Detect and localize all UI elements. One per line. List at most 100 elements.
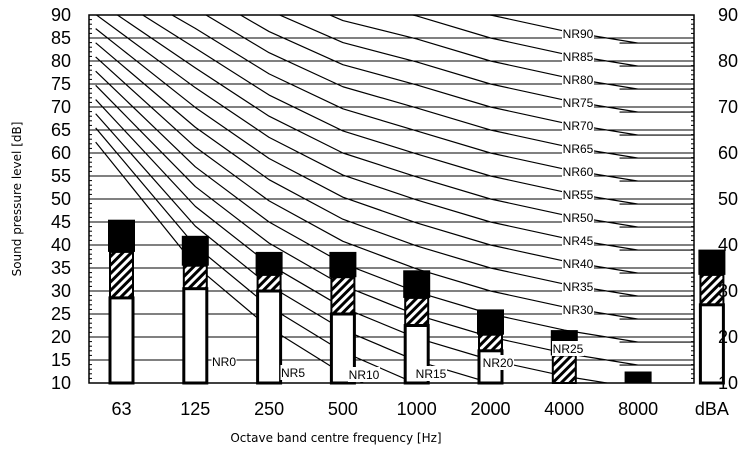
- y-tick-label-right: 70: [718, 97, 738, 117]
- x-axis-label: Octave band centre frequency [Hz]: [230, 431, 441, 445]
- bar-white-segment: [698, 303, 725, 385]
- svg-text:NR80: NR80: [563, 73, 594, 87]
- y-tick-label-left: 90: [51, 5, 71, 25]
- bar-top-segment: [329, 251, 357, 278]
- bar-top-segment: [255, 251, 283, 275]
- bar-63: [108, 219, 135, 385]
- svg-text:NR25: NR25: [553, 342, 584, 356]
- y-tick-label-left: 50: [51, 189, 71, 209]
- svg-text:NR60: NR60: [563, 165, 594, 179]
- svg-text:NR45: NR45: [563, 234, 594, 248]
- label-nr50: NR50: [562, 209, 594, 225]
- bars: [108, 219, 726, 385]
- y-tick-label-left: 30: [51, 281, 71, 301]
- curve-nr0: [95, 141, 365, 383]
- curve-nr55: [141, 15, 694, 205]
- nr-curves: [95, 15, 694, 383]
- y-tick-label-left: 75: [51, 74, 71, 94]
- label-nr80: NR80: [562, 71, 594, 87]
- bar-hatched-segment: [404, 296, 430, 327]
- bar-top-segment: [181, 235, 209, 266]
- svg-text:NR35: NR35: [563, 280, 594, 294]
- bar-500: [329, 251, 357, 385]
- x-tick-label: 1000: [397, 399, 437, 419]
- curve-nr30: [95, 56, 694, 320]
- y-tick-label-left: 65: [51, 120, 71, 140]
- label-nr35: NR35: [562, 278, 594, 294]
- curve-nr90: [488, 15, 694, 44]
- label-nr25: NR25: [552, 341, 584, 356]
- x-tick-label: 125: [180, 399, 210, 419]
- x-tick-label: dBA: [695, 399, 729, 419]
- curve-nr50: [116, 15, 694, 228]
- bar-white-segment: [182, 287, 209, 385]
- bar-white-segment: [108, 296, 135, 385]
- svg-text:NR20: NR20: [483, 356, 514, 370]
- curve-nr65: [204, 15, 694, 159]
- bar-top-segment: [698, 249, 726, 275]
- y-axis-label: Sound pressure level [dB]: [10, 122, 24, 277]
- label-nr90: NR90: [562, 25, 594, 41]
- y-tick-label-left: 10: [51, 373, 71, 393]
- y-tick-label-right: 30: [718, 281, 738, 301]
- curve-nr75: [278, 15, 694, 113]
- label-nr15: NR15: [415, 366, 447, 381]
- label-nr10: NR10: [348, 367, 380, 382]
- y-tick-label-right: 50: [718, 189, 738, 209]
- bar-2000: [477, 309, 504, 385]
- x-tick-label: 500: [328, 399, 358, 419]
- svg-text:NR5: NR5: [281, 366, 305, 380]
- bar-top-segment: [403, 270, 431, 298]
- x-tick-label: 250: [254, 399, 284, 419]
- y-tick-label-left: 35: [51, 258, 71, 278]
- y-tick-label-left: 20: [51, 327, 71, 347]
- y-tick-label-right: 90: [718, 5, 738, 25]
- bar-top-segment: [624, 371, 652, 383]
- bar-top-segment: [477, 309, 504, 335]
- horizontal-gridlines: [89, 14, 694, 361]
- curve-nr85: [410, 15, 694, 67]
- curve-nr35: [95, 42, 694, 297]
- svg-text:NR85: NR85: [563, 50, 594, 64]
- svg-text:NR55: NR55: [563, 188, 594, 202]
- curve-nr45: [95, 15, 694, 251]
- x-tick-label: 8000: [618, 399, 658, 419]
- label-nr30: NR30: [562, 301, 594, 317]
- bar-hatched-segment: [330, 276, 356, 316]
- bar-hatched-segment: [478, 333, 503, 352]
- axes: [88, 14, 695, 384]
- y-tick-label-right: 20: [718, 327, 738, 347]
- y-tick-label-right: 60: [718, 143, 738, 163]
- curve-nr60: [170, 15, 694, 182]
- label-nr20: NR20: [482, 355, 514, 370]
- curve-nr70: [239, 15, 694, 136]
- x-tick-label: 4000: [544, 399, 584, 419]
- label-nr85: NR85: [562, 48, 594, 64]
- bar-8000: [624, 371, 652, 383]
- svg-text:NR40: NR40: [563, 257, 594, 271]
- curve-nr5: [95, 127, 417, 383]
- label-nr70: NR70: [562, 117, 594, 133]
- y-tick-labels-right: 10 20 30 40 50 60 70 80 90: [718, 5, 738, 393]
- svg-text:NR65: NR65: [563, 142, 594, 156]
- y-tick-label-left: 85: [51, 28, 71, 48]
- label-nr45: NR45: [562, 232, 594, 248]
- bar-top-segment: [108, 219, 135, 252]
- y-tick-label-right: 10: [718, 373, 738, 393]
- svg-text:NR0: NR0: [212, 355, 236, 369]
- bar-hatched-segment: [109, 250, 134, 299]
- y-tick-label-right: 80: [718, 51, 738, 71]
- x-tick-label: 2000: [470, 399, 510, 419]
- y-tick-label-right: 40: [718, 235, 738, 255]
- bar-hatched-segment: [551, 354, 577, 384]
- y-tick-label-left: 60: [51, 143, 71, 163]
- curve-nr80: [328, 15, 694, 90]
- x-tick-label: 63: [111, 399, 131, 419]
- svg-text:NR10: NR10: [349, 368, 380, 382]
- svg-text:NR90: NR90: [563, 27, 594, 41]
- y-tick-label-left: 70: [51, 97, 71, 117]
- label-nr60: NR60: [562, 163, 594, 179]
- y-tick-label-left: 45: [51, 212, 71, 232]
- bar-hatched-segment: [182, 264, 208, 290]
